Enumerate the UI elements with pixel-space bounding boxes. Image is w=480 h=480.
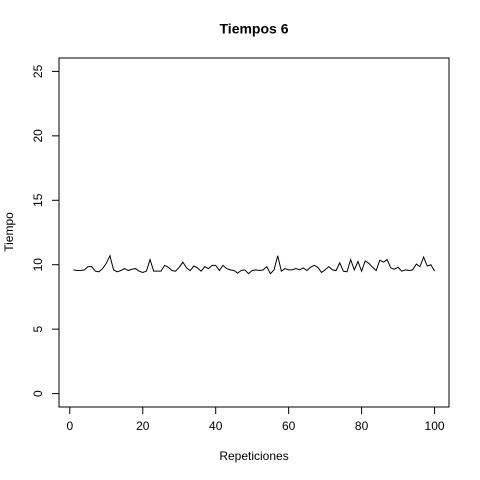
y-tick-label: 10: [31, 258, 45, 272]
x-tick-label: 80: [355, 419, 369, 433]
x-tick-label: 40: [209, 419, 223, 433]
x-tick-label: 20: [136, 419, 150, 433]
y-tick-label: 15: [31, 193, 45, 207]
y-axis-label: Tiempo: [2, 212, 16, 252]
y-tick-label: 25: [31, 64, 45, 78]
y-tick-label: 20: [31, 129, 45, 143]
data-line: [73, 254, 435, 275]
x-tick-label: 60: [282, 419, 296, 433]
x-axis-label: Repeticiones: [219, 449, 288, 463]
y-tick-label: 0: [31, 390, 45, 397]
y-tick-label: 5: [31, 326, 45, 333]
x-tick-label: 0: [66, 419, 73, 433]
x-tick-label: 100: [425, 419, 445, 433]
chart-title: Tiempos 6: [220, 21, 289, 37]
